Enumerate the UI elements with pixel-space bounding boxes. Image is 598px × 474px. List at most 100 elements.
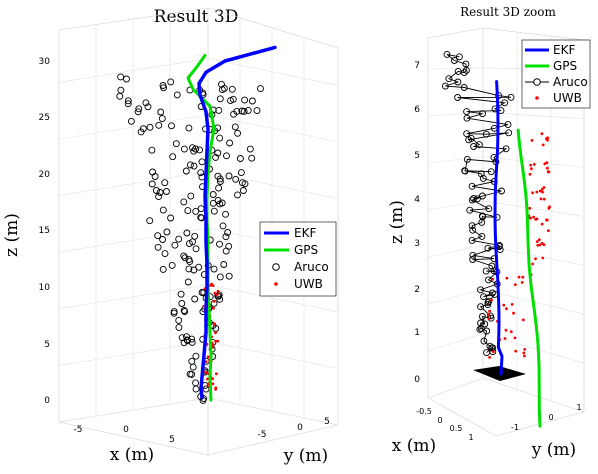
left-aruco-point xyxy=(178,300,186,307)
right-uwb-point xyxy=(541,190,544,194)
right-aruco-point xyxy=(487,312,494,320)
right-uwb-point xyxy=(520,281,524,284)
left-aruco-point xyxy=(117,86,125,94)
right-uwb-series xyxy=(486,132,551,359)
left-grid-line xyxy=(58,114,209,140)
left-legend-aruco: Aruco xyxy=(294,260,329,274)
left-y-tick-5: 5 xyxy=(324,417,330,427)
left-aruco-point xyxy=(197,205,205,213)
left-aruco-point xyxy=(185,256,193,264)
left-uwb-point xyxy=(205,371,209,374)
left-aruco-point xyxy=(183,229,191,237)
right-uwb-point xyxy=(521,275,525,279)
left-aruco-point xyxy=(241,96,249,104)
left-aruco-point xyxy=(148,146,156,154)
left-gps-line xyxy=(186,53,216,402)
right-aruco-point xyxy=(483,327,491,335)
left-x-tick-5: 5 xyxy=(169,435,175,445)
right-plot: Result 3D zoom 0 1 2 3 4 5 6 7 -0.5 0 0.… xyxy=(387,5,591,460)
left-z-tick-15: 15 xyxy=(39,226,50,236)
right-aruco-point xyxy=(501,99,509,107)
right-aruco-point xyxy=(477,286,484,294)
left-plot: Result 3D 0 5 10 15 20 25 30 -5 0 5 - xyxy=(2,7,339,466)
right-grid-line xyxy=(427,244,484,258)
right-aruco-point xyxy=(441,82,449,90)
left-aruco-point xyxy=(123,75,130,83)
left-aruco-point xyxy=(154,232,162,240)
left-aruco-point xyxy=(172,140,180,148)
left-aruco-point xyxy=(175,316,183,324)
left-aruco-point xyxy=(246,145,254,153)
right-legend-uwb: UWB xyxy=(553,91,582,105)
left-aruco-point xyxy=(218,80,225,88)
left-aruco-point xyxy=(177,290,185,298)
left-aruco-point xyxy=(216,134,224,142)
right-uwb-point xyxy=(491,350,495,354)
left-x-axis-label: x (m) xyxy=(110,445,154,465)
left-legend-gps: GPS xyxy=(294,243,318,257)
left-aruco-point xyxy=(171,241,179,249)
left-legend-aruco-swatch xyxy=(272,263,280,271)
right-uwb-point xyxy=(517,275,521,279)
right-aruco-point xyxy=(463,155,471,163)
right-aruco-point xyxy=(469,251,477,259)
left-grid-line xyxy=(207,284,339,313)
left-aruco-point xyxy=(190,266,198,274)
right-aruco-point xyxy=(505,129,513,137)
left-y-tick-m5: -5 xyxy=(258,430,267,440)
left-uwb-point xyxy=(206,383,210,387)
left-aruco-point xyxy=(181,308,189,315)
right-aruco-point xyxy=(468,182,476,190)
right-aruco-point xyxy=(489,348,497,356)
right-uwb-point xyxy=(546,166,549,170)
right-aruco-point xyxy=(450,57,458,64)
left-aruco-point xyxy=(173,91,181,99)
right-grid-line xyxy=(427,156,484,164)
right-uwb-point xyxy=(536,243,540,247)
right-uwb-point xyxy=(529,163,533,167)
left-y-ticks: -5 0 5 xyxy=(258,417,330,440)
left-aruco-point xyxy=(210,207,218,215)
right-aruco-point xyxy=(445,75,453,83)
right-x-tick-05: 0.5 xyxy=(450,424,463,433)
left-uwb-point xyxy=(215,293,219,296)
left-aruco-point xyxy=(156,189,164,196)
left-aruco-point xyxy=(244,106,252,114)
right-grid-line xyxy=(482,200,585,217)
left-z-tick-5: 5 xyxy=(44,340,50,350)
right-z-tick-6: 6 xyxy=(414,105,420,115)
right-aruco-point xyxy=(463,130,471,138)
right-uwb-point xyxy=(503,337,507,340)
left-aruco-point xyxy=(159,206,167,214)
right-uwb-point xyxy=(546,170,550,174)
left-aruco-point xyxy=(233,107,241,115)
right-uwb-point xyxy=(523,354,526,358)
left-aruco-point xyxy=(239,187,247,194)
right-aruco-point xyxy=(498,187,505,195)
left-aruco-point xyxy=(196,146,204,154)
left-aruco-point xyxy=(157,108,165,116)
right-y-axis-label: y (m) xyxy=(531,440,576,460)
left-aruco-point xyxy=(190,162,198,170)
right-uwb-point xyxy=(545,218,549,222)
left-aruco-point xyxy=(187,192,195,200)
right-aruco-point xyxy=(466,206,474,214)
right-aruco-point xyxy=(477,319,485,327)
left-aruco-point xyxy=(192,352,200,360)
right-aruco-point xyxy=(486,342,494,350)
left-aruco-point xyxy=(231,123,239,131)
left-aruco-point xyxy=(180,252,188,260)
right-aruco-point xyxy=(455,53,463,61)
right-z-tick-7: 7 xyxy=(414,61,420,71)
right-aruco-point xyxy=(477,325,485,332)
left-aruco-point xyxy=(216,240,223,248)
left-aruco-point xyxy=(175,235,183,243)
left-aruco-point xyxy=(216,273,224,281)
right-aruco-point xyxy=(468,196,476,204)
right-uwb-point xyxy=(530,139,534,142)
left-aruco-point xyxy=(225,172,233,180)
left-aruco-point xyxy=(234,129,242,137)
right-aruco-point xyxy=(473,195,481,203)
right-uwb-point xyxy=(540,187,544,191)
right-uwb-point xyxy=(546,138,549,142)
